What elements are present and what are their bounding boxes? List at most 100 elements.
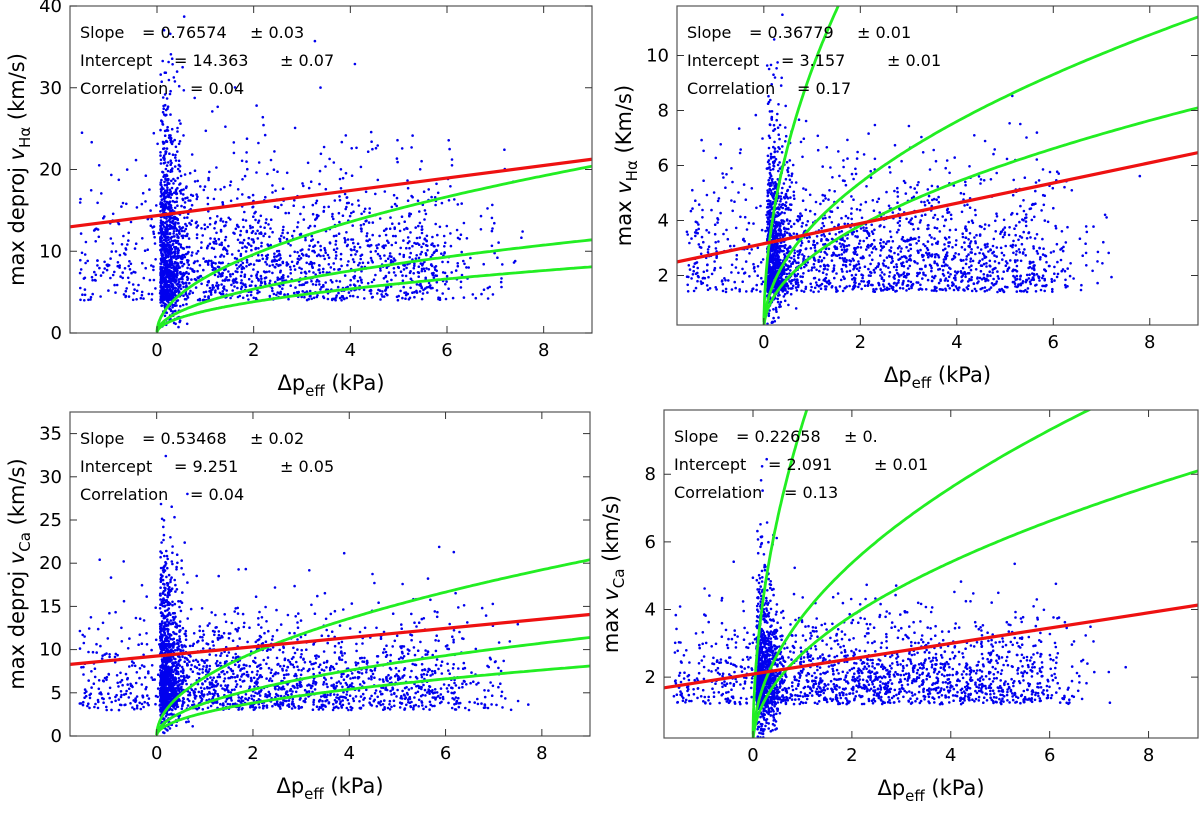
data-point [954, 252, 957, 255]
data-point [202, 188, 206, 192]
data-point [172, 177, 175, 181]
data-point [772, 73, 775, 76]
data-point [792, 194, 796, 197]
data-point [165, 147, 169, 150]
data-point [287, 211, 291, 215]
data-point [1096, 281, 1099, 285]
data-point [767, 67, 771, 71]
data-point [846, 157, 849, 160]
data-point [970, 251, 973, 254]
data-point [165, 247, 169, 251]
data-point [973, 134, 976, 137]
data-point [319, 244, 322, 248]
data-point [801, 275, 804, 279]
data-point [808, 236, 811, 239]
data-point [480, 292, 483, 296]
data-point [379, 257, 383, 260]
data-point [322, 296, 326, 300]
data-point [162, 107, 165, 110]
data-point [193, 269, 196, 273]
data-point [181, 246, 185, 250]
data-point [995, 215, 999, 218]
data-point [270, 287, 274, 290]
data-point [735, 253, 739, 257]
data-point [939, 279, 942, 283]
data-point [372, 278, 376, 282]
data-point [171, 287, 175, 291]
data-point [245, 160, 248, 163]
data-point [368, 207, 372, 210]
data-point [873, 157, 877, 161]
data-point [789, 208, 792, 212]
data-point [786, 188, 790, 192]
data-point [202, 268, 205, 272]
data-point [388, 252, 392, 255]
data-point [255, 273, 259, 276]
data-point [957, 253, 961, 256]
data-point [170, 279, 173, 283]
data-point [293, 250, 297, 254]
data-point [1054, 224, 1057, 228]
data-point [256, 237, 260, 240]
data-point [236, 286, 239, 290]
data-point [375, 244, 378, 247]
data-point [168, 134, 171, 137]
data-point [1016, 285, 1020, 288]
data-point [417, 265, 421, 269]
data-point [734, 226, 738, 230]
data-point [800, 225, 804, 228]
data-point [178, 286, 181, 289]
data-point [983, 243, 987, 247]
data-point [378, 289, 382, 293]
data-point [186, 252, 189, 255]
data-point [789, 292, 793, 296]
data-point [800, 214, 804, 218]
data-point [109, 237, 113, 240]
data-point [344, 171, 348, 175]
data-point [778, 137, 781, 141]
data-point [779, 200, 782, 203]
data-point [332, 161, 336, 164]
data-point [989, 274, 992, 278]
data-point [731, 209, 734, 213]
data-point [322, 209, 326, 213]
data-point [305, 281, 309, 284]
data-point [95, 227, 98, 230]
data-point [164, 253, 167, 256]
data-point [707, 275, 710, 279]
data-point [152, 278, 156, 282]
data-point [166, 125, 169, 129]
data-point [422, 242, 425, 246]
data-point [365, 234, 369, 238]
data-point [87, 298, 90, 302]
data-point [340, 299, 343, 302]
data-point [707, 245, 711, 248]
data-point [118, 266, 121, 269]
data-point [311, 249, 314, 253]
data-point [1056, 260, 1059, 264]
data-point [979, 182, 982, 185]
data-point [309, 180, 313, 183]
data-point [877, 281, 880, 285]
data-point [339, 257, 343, 261]
data-point [697, 223, 700, 226]
data-point [402, 285, 406, 289]
data-point [936, 264, 939, 267]
data-point [825, 253, 829, 256]
data-point [841, 270, 844, 273]
data-point [796, 215, 800, 218]
data-point [79, 258, 82, 262]
data-point [264, 195, 267, 199]
data-point [137, 283, 140, 287]
data-point [744, 260, 748, 263]
data-point [479, 228, 483, 231]
data-point [203, 227, 207, 231]
data-point [735, 258, 738, 261]
data-point [182, 134, 185, 137]
data-point [332, 217, 335, 221]
data-point [964, 275, 967, 279]
data-point [712, 191, 716, 194]
data-point [802, 258, 805, 262]
data-point [161, 110, 165, 114]
data-point [302, 283, 306, 286]
